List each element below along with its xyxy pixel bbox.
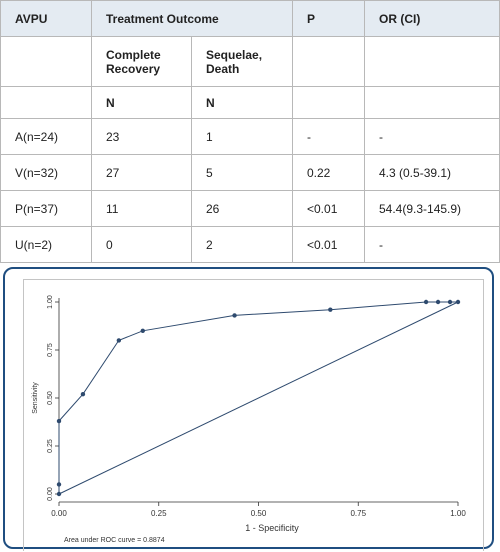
empty-cell (364, 36, 500, 87)
y-tick-label: 0.25 (47, 439, 54, 453)
roc-point (140, 328, 145, 333)
axes-layer: 0.00 0.25 0.50 0.75 1.00 0.00 0.25 0.50 0.75 1.00 (47, 295, 466, 518)
subheader-sequelae-line2: Death (206, 61, 240, 76)
y-tick-label: 1.00 (47, 295, 54, 309)
header-treatment-outcome: Treatment Outcome (91, 0, 293, 37)
header-p: P (292, 0, 365, 37)
x-axis-label: 1 - Specificity (245, 523, 299, 533)
y-tick-label: 0.75 (47, 343, 54, 357)
y-axis-label: Sensitivity (32, 382, 39, 414)
row-or: 54.4(9.3-145.9) (364, 190, 500, 227)
row-label: V(n=32) (0, 154, 92, 191)
table-row: V(n=32) 27 5 0.22 4.3 (0.5-39.1) (0, 154, 500, 191)
table-n-row: N N (0, 86, 500, 119)
roc-point (423, 299, 429, 305)
x-tick-label: 1.00 (450, 509, 466, 518)
reference-line (58, 301, 459, 495)
avpu-outcome-table: AVPU Treatment Outcome P OR (CI) Complet… (0, 0, 500, 263)
row-complete: 27 (91, 154, 192, 191)
row-label: U(n=2) (0, 226, 92, 263)
row-complete: 11 (91, 190, 192, 227)
header-avpu: AVPU (0, 0, 92, 37)
roc-point (80, 391, 86, 397)
empty-cell (0, 86, 92, 119)
n-complete: N (91, 86, 192, 119)
subheader-complete-line2: Recovery (106, 61, 161, 76)
row-sequelae: 26 (191, 190, 293, 227)
subheader-sequelae-line1: Sequelae, (206, 47, 263, 62)
table-subheader-row: Complete Recovery Sequelae, Death (0, 36, 500, 87)
row-p: <0.01 (292, 226, 365, 263)
y-tick-label: 0.50 (47, 391, 54, 405)
row-complete: 0 (91, 226, 192, 263)
row-label: P(n=37) (0, 190, 92, 227)
row-or: 4.3 (0.5-39.1) (364, 154, 500, 191)
x-tick-label: 0.50 (251, 509, 267, 518)
row-sequelae: 1 (191, 118, 293, 155)
row-sequelae: 2 (191, 226, 293, 263)
n-sequelae: N (191, 86, 293, 119)
table-row: P(n=37) 11 26 <0.01 54.4(9.3-145.9) (0, 190, 500, 227)
row-p: - (292, 118, 365, 155)
header-or-ci: OR (CI) (364, 0, 500, 37)
roc-chart: 0.00 0.25 0.50 0.75 1.00 0.00 0.25 0.50 0.75 1.00… (32, 295, 466, 544)
row-or: - (364, 226, 500, 263)
table-header-row: AVPU Treatment Outcome P OR (CI) (0, 0, 500, 37)
subheader-complete-recovery: Complete Recovery (91, 36, 192, 87)
row-sequelae: 5 (191, 154, 293, 191)
table-row: A(n=24) 23 1 - - (0, 118, 500, 155)
row-p: <0.01 (292, 190, 365, 227)
roc-point (435, 299, 441, 305)
table-row: U(n=2) 0 2 <0.01 - (0, 226, 500, 263)
empty-cell (364, 86, 500, 119)
row-or: - (364, 118, 500, 155)
subheader-sequelae-death: Sequelae, Death (191, 36, 293, 87)
roc-point (56, 418, 62, 424)
roc-point (455, 299, 461, 305)
subheader-complete-line1: Complete (106, 47, 161, 62)
y-tick-label: 0.00 (47, 487, 54, 501)
roc-point (232, 313, 237, 318)
roc-point (56, 491, 62, 497)
roc-point (328, 307, 333, 312)
roc-point (116, 338, 122, 343)
series-layer (56, 299, 461, 497)
chart-panel: 0.00 0.25 0.50 0.75 1.00 0.00 0.25 0.50 0.75 1.00… (23, 279, 484, 551)
x-tick-label: 0.00 (51, 509, 67, 518)
roc-point (56, 482, 62, 487)
roc-point (447, 299, 453, 305)
empty-cell (0, 36, 92, 87)
empty-cell (292, 36, 365, 87)
row-p: 0.22 (292, 154, 365, 191)
auc-annotation: Area under ROC curve = 0.8874 (64, 537, 165, 544)
x-tick-label: 0.75 (350, 509, 366, 518)
empty-cell (292, 86, 365, 119)
row-complete: 23 (91, 118, 192, 155)
x-tick-label: 0.25 (151, 509, 167, 518)
chart-frame: 0.00 0.25 0.50 0.75 1.00 0.00 0.25 0.50 0.75 1.00… (3, 267, 494, 551)
row-label: A(n=24) (0, 118, 92, 155)
